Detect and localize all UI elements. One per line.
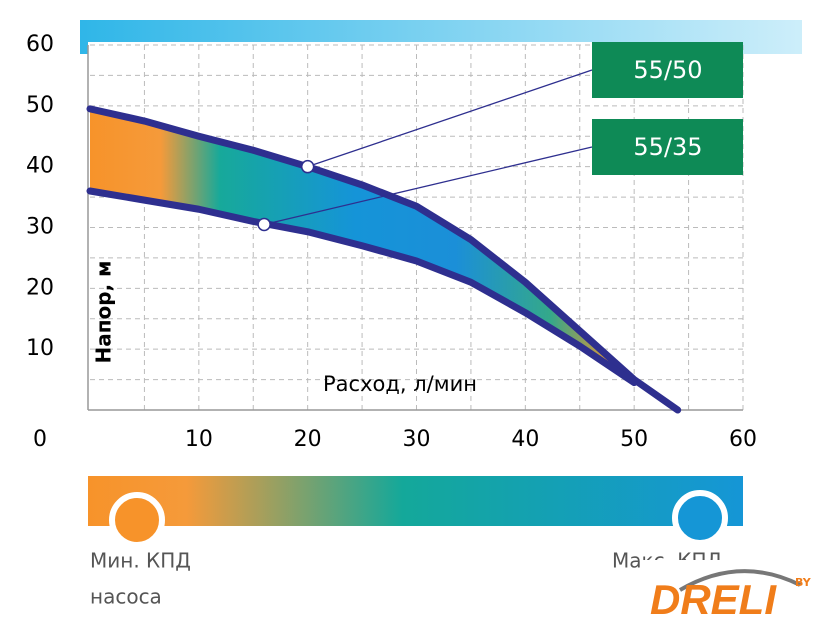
y-tick-label: 20 xyxy=(26,275,54,300)
legend-min: Мин. КПД xyxy=(90,549,191,573)
leader-line xyxy=(307,69,593,168)
y-tick-label: 40 xyxy=(26,154,54,179)
leader-line xyxy=(263,146,593,226)
logo-arc xyxy=(678,569,801,592)
annotation-point xyxy=(257,217,271,232)
y-tick-label: 60 xyxy=(26,32,54,57)
y-tick-label: 30 xyxy=(26,215,54,240)
y-tick-label: 50 xyxy=(26,93,54,118)
min-dot xyxy=(109,492,165,548)
max-dot xyxy=(672,490,728,546)
x-tick-label: 50 xyxy=(620,427,648,452)
y-axis-label: Напор, м xyxy=(92,260,116,363)
x-axis-label: Расход, л/мин xyxy=(323,372,477,396)
x-tick-label: 20 xyxy=(294,427,322,452)
efficiency-scale xyxy=(88,476,743,526)
efficiency-band xyxy=(90,108,678,410)
x-tick-label: 10 xyxy=(185,427,213,452)
series-label: 55/50 xyxy=(633,56,702,84)
series-label: 55/35 xyxy=(633,133,702,161)
series-label-box xyxy=(592,119,743,175)
pump-curve xyxy=(86,105,682,414)
series-label-box xyxy=(592,42,743,98)
annotation-point xyxy=(300,159,315,174)
x-tick-label: 60 xyxy=(729,427,757,452)
logo-sub: BY xyxy=(795,576,812,589)
x-tick-label: 30 xyxy=(403,427,431,452)
y-tick-label: 0 xyxy=(33,427,47,452)
y-tick-label: 10 xyxy=(26,336,54,361)
x-tick-label: 40 xyxy=(511,427,539,452)
legend-min-sub: насоса xyxy=(90,585,162,609)
logo: DRELI xyxy=(650,576,777,623)
pump-curve xyxy=(86,187,638,387)
